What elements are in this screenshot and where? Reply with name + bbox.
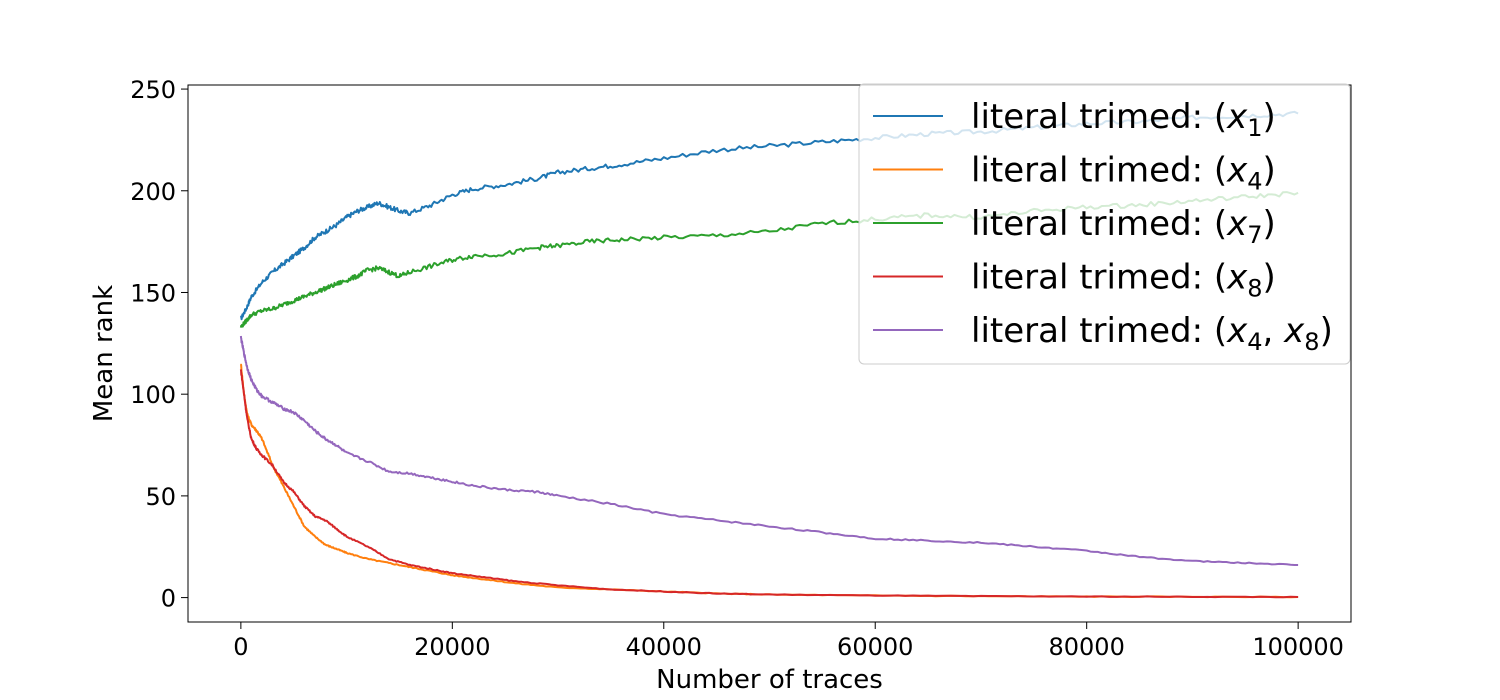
x-tick-label: 40000 [626,633,702,661]
x-tick-label: 60000 [837,633,913,661]
legend-label: literal trimed: (x7) [971,204,1276,249]
y-tick-label: 100 [130,381,176,409]
series-line-5 [239,335,1299,566]
y-axis-ticks: 0 50 100 150 200 250 [130,76,188,613]
x-tick-label: 0 [233,633,248,661]
legend-label: literal trimed: (x4, x8) [971,311,1333,356]
legend-label: literal trimed: (x1) [971,97,1276,142]
y-tick-label: 0 [161,585,176,613]
legend-label: literal trimed: (x8) [971,258,1276,303]
series-line-4 [239,369,1299,599]
y-tick-label: 250 [130,76,176,104]
y-axis-label: Mean rank [89,285,119,422]
legend: literal trimed: (x1) literal trimed: (x4)… [858,83,1351,365]
y-tick-label: 150 [130,279,176,307]
x-tick-label: 100000 [1252,633,1344,661]
x-axis-ticks: 0 20000 40000 60000 80000 100000 [233,622,1344,661]
y-tick-label: 50 [145,483,176,511]
legend-box [858,83,1351,365]
plot-frame [187,84,1352,623]
legend-label: literal trimed: (x4) [971,151,1276,196]
x-tick-label: 20000 [414,633,490,661]
x-axis-label: Number of traces [656,665,883,695]
x-tick-label: 80000 [1049,633,1125,661]
y-tick-label: 200 [130,178,176,206]
